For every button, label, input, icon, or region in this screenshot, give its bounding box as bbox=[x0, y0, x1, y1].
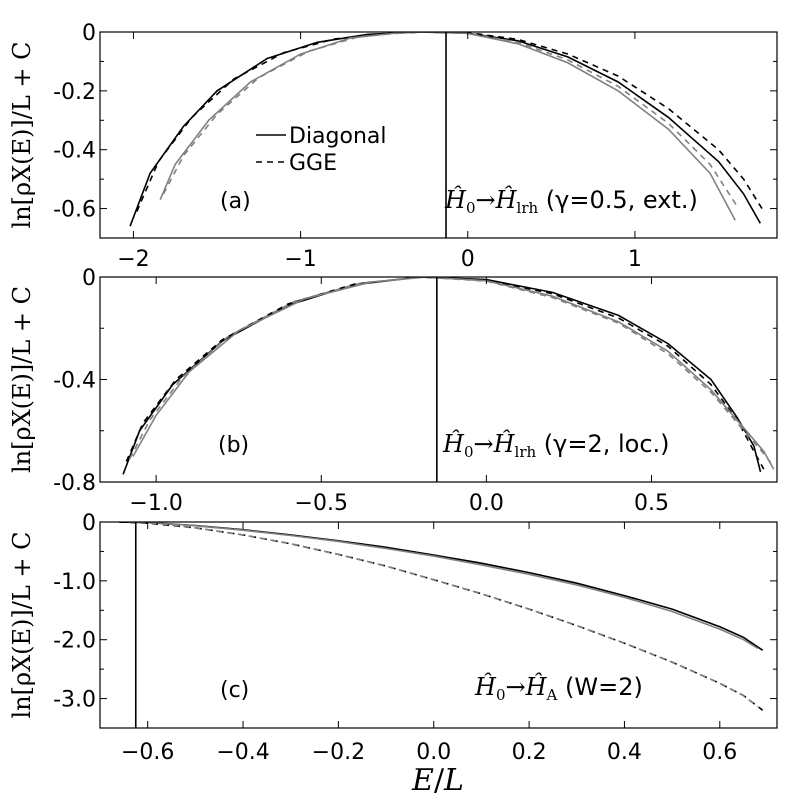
series-line-1 bbox=[119, 522, 764, 651]
series-line-4 bbox=[128, 277, 775, 468]
x-tick-label: −0.2 bbox=[312, 740, 365, 765]
y-tick-label: -0.6 bbox=[53, 198, 96, 223]
quench-annotation: Ĥ0→Ĥlrh (γ=2, loc.) bbox=[442, 429, 670, 461]
x-tick-label: −1.0 bbox=[129, 491, 182, 516]
y-tick-label: 0 bbox=[82, 21, 96, 46]
plot-frame bbox=[99, 31, 778, 239]
x-tick-label: −1 bbox=[284, 247, 316, 272]
x-tick-label: 0.5 bbox=[634, 491, 669, 516]
y-axis-label: ln[ρX(E)]/L + C bbox=[8, 41, 36, 228]
x-tick-label: 0.0 bbox=[469, 491, 504, 516]
x-tick-label: 0.6 bbox=[702, 740, 737, 765]
y-tick-label: -0.4 bbox=[53, 369, 96, 394]
series-line-4 bbox=[162, 32, 740, 210]
y-tick-label: -2.0 bbox=[53, 629, 96, 654]
panel-a: −2 −1 0 1 0 -0.2 -0.4 -0.6 ln[ρX(E)]/L + C (a) Ĥ0→… bbox=[8, 21, 778, 272]
legend-entry-label: GGE bbox=[289, 151, 337, 176]
panel-label: (c) bbox=[220, 678, 249, 703]
series-line-2 bbox=[128, 522, 759, 650]
x-tick-label: 0.4 bbox=[607, 740, 642, 765]
x-tick-label: 1 bbox=[628, 247, 642, 272]
y-tick-label: -1.0 bbox=[53, 570, 96, 595]
series-group bbox=[119, 522, 764, 711]
y-tick-label: -0.2 bbox=[53, 80, 96, 105]
x-tick-label: −2 bbox=[117, 247, 149, 272]
y-tick-label: 0 bbox=[82, 266, 96, 291]
panel-label: (b) bbox=[218, 433, 249, 458]
x-tick-label: −0.6 bbox=[121, 740, 174, 765]
series-line-4 bbox=[128, 522, 759, 708]
x-axis-label: E/L bbox=[411, 763, 464, 798]
plot-frame bbox=[99, 276, 778, 483]
y-tick-label: -0.4 bbox=[53, 139, 96, 164]
y-axis-label: ln[ρX(E)]/L + C bbox=[8, 286, 36, 473]
x-axis-label-variable: E bbox=[411, 763, 434, 798]
series-line-2 bbox=[136, 32, 763, 212]
panel-label: (a) bbox=[220, 189, 251, 214]
panels-group: −2 −1 0 1 0 -0.2 -0.4 -0.6 ln[ρX(E)]/L + C (a) Ĥ0→… bbox=[8, 21, 778, 765]
quench-annotation: Ĥ0→ĤA (W=2) bbox=[474, 672, 643, 704]
y-tick-label: -3.0 bbox=[53, 688, 96, 713]
y-tick-label: 0 bbox=[82, 511, 96, 536]
series-line-3 bbox=[119, 522, 764, 711]
legend-entry-label: Diagonal bbox=[289, 124, 387, 149]
x-tick-label: 0 bbox=[461, 247, 475, 272]
x-tick-label: −0.5 bbox=[295, 491, 348, 516]
quench-annotation: Ĥ0→Ĥlrh (γ=0.5, ext.) bbox=[444, 185, 698, 217]
x-tick-label: −0.4 bbox=[216, 740, 269, 765]
x-tick-label: 0.2 bbox=[512, 740, 547, 765]
x-tick-label: 0.0 bbox=[416, 740, 451, 765]
plot-frame bbox=[99, 521, 778, 729]
panel-c: −0.6 −0.4 −0.2 0.0 0.2 0.4 0.6 0 -1.0 -2.0 -3.0 ln[… bbox=[8, 511, 778, 765]
x-axis-label-denominator: L bbox=[443, 763, 464, 798]
y-axis-label: ln[ρX(E)]/L + C bbox=[8, 531, 36, 718]
panel-b: −1.0 −0.5 0.0 0.5 0 -0.4 -0.8 ln[ρX(E)]/L + C (b… bbox=[8, 266, 778, 516]
series-line-3 bbox=[159, 32, 736, 221]
y-tick-label: -0.8 bbox=[53, 471, 96, 496]
